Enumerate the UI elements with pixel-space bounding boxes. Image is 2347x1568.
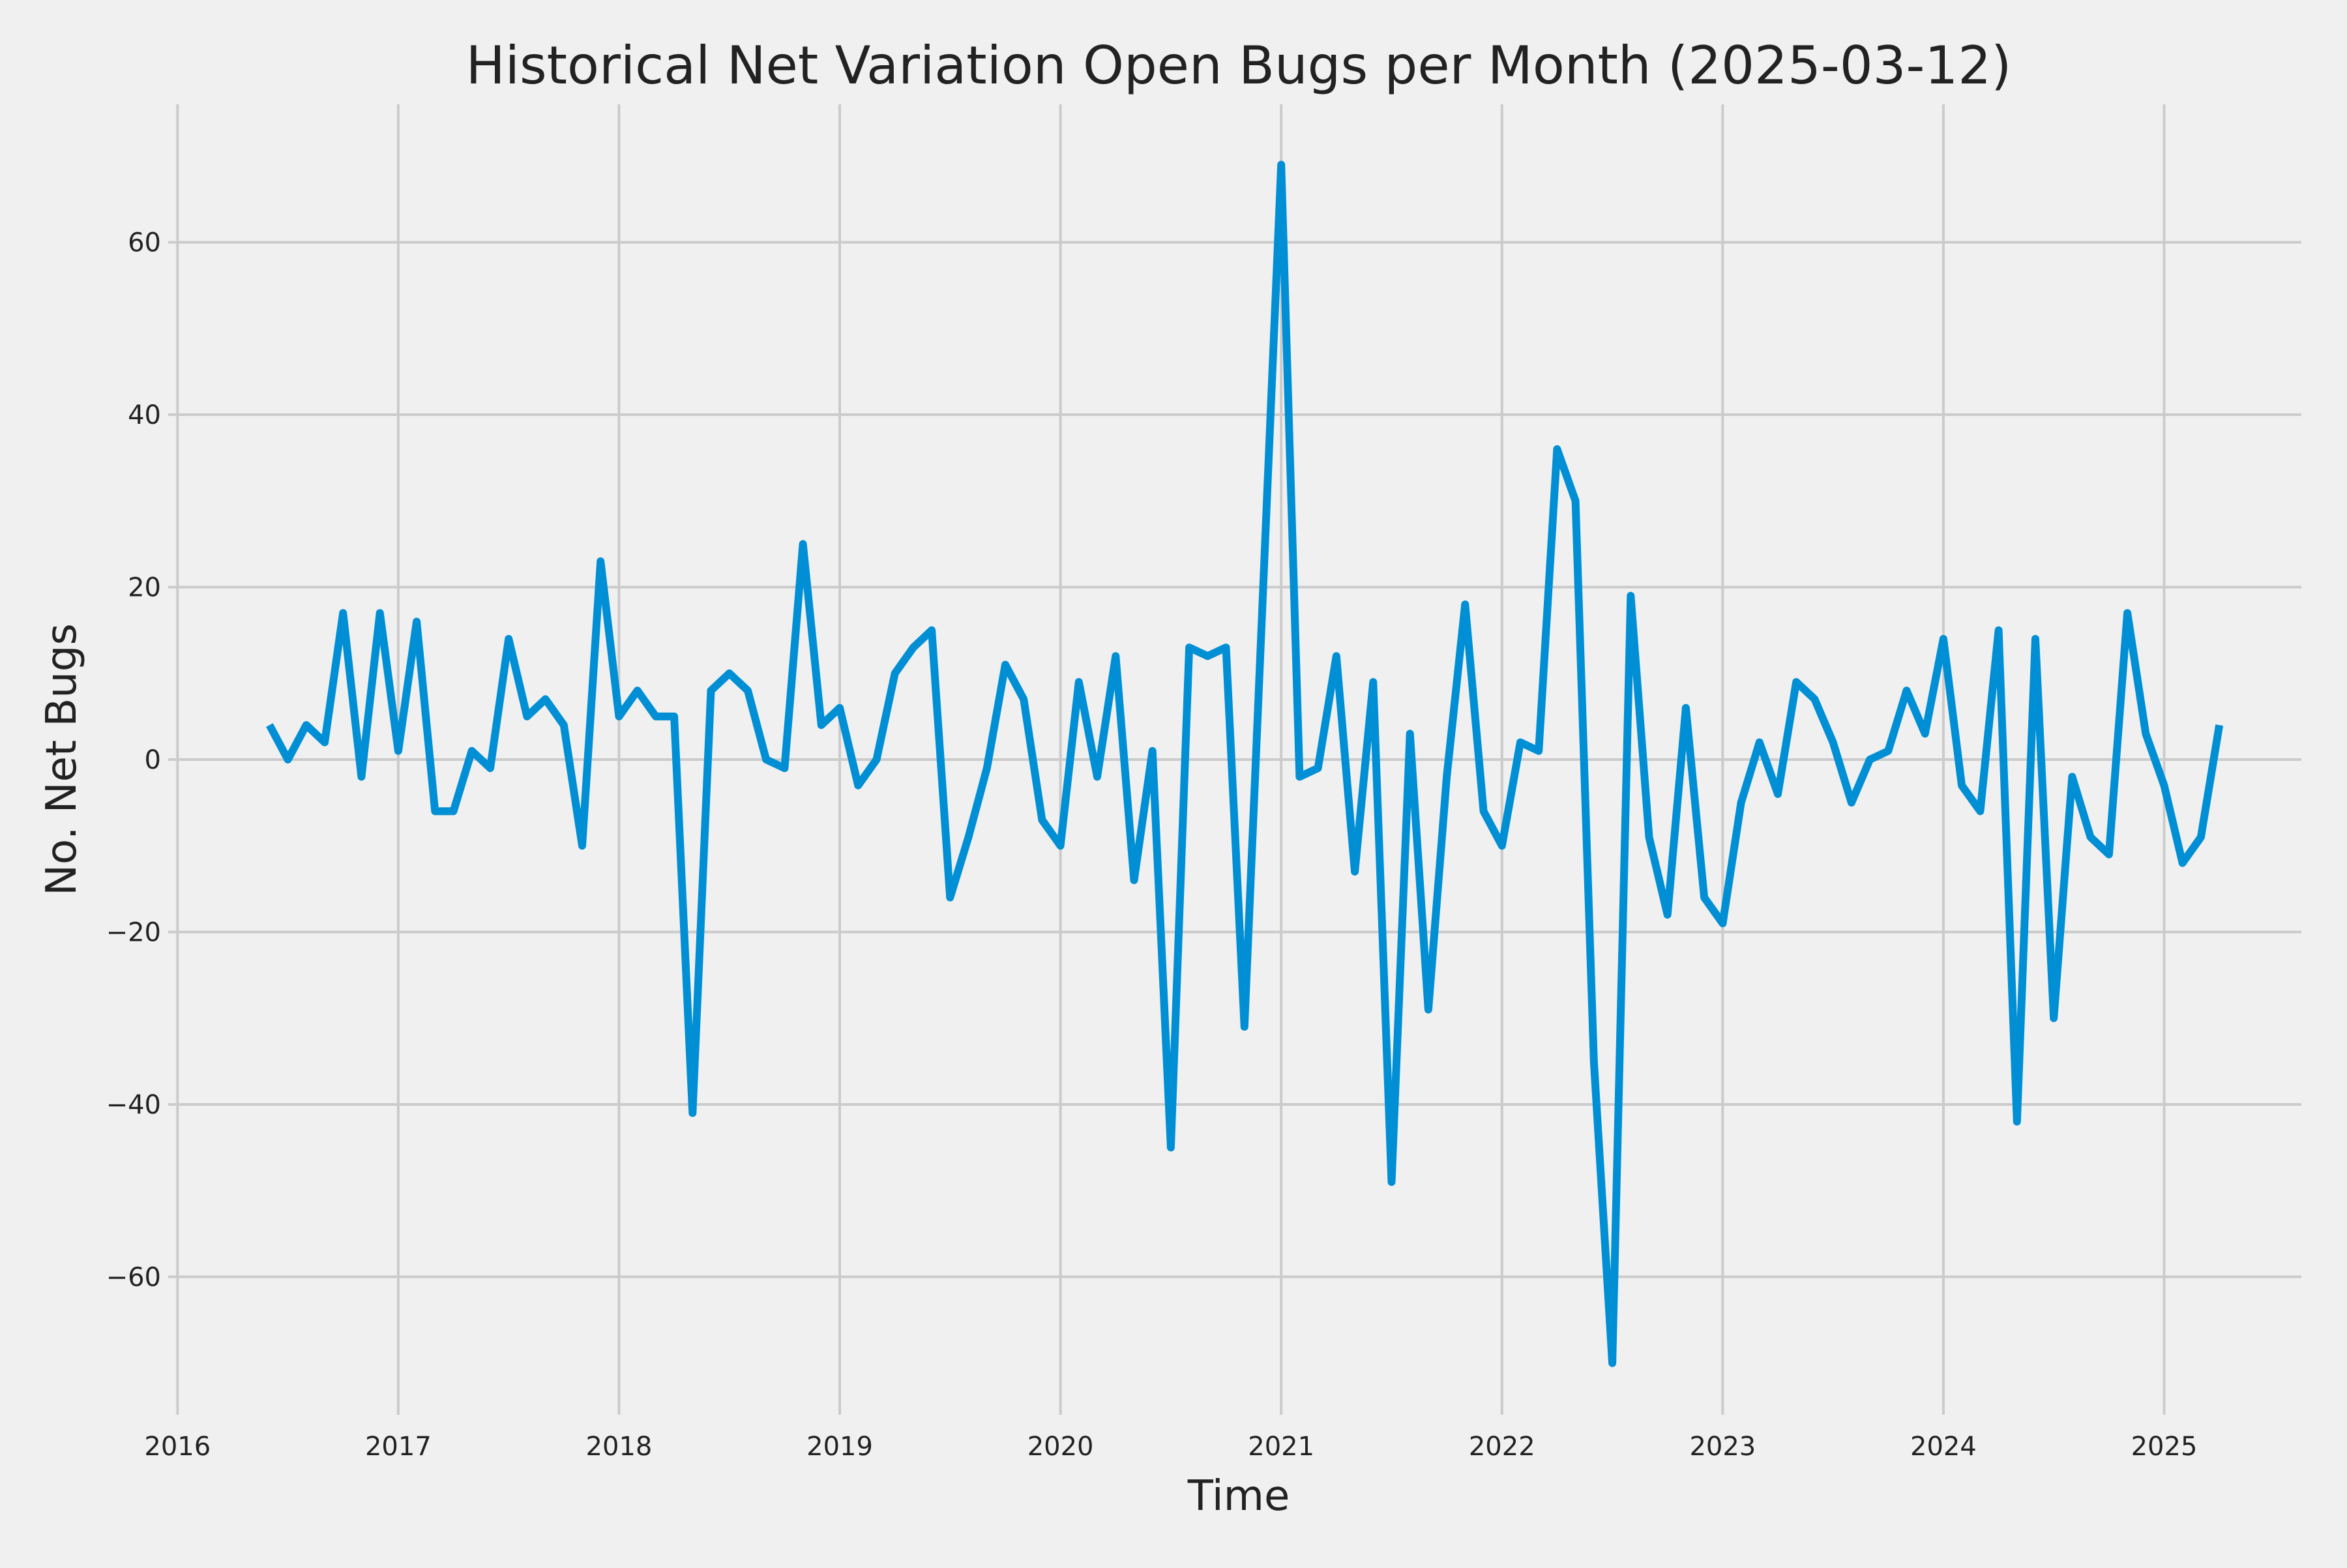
x-tick-label: 2024: [1910, 1432, 1977, 1462]
x-tick-labels: 2016 2017 2018 2019 2020 2021 2022 2023 2024 2025: [144, 1432, 2197, 1462]
y-axis-label: No. Net Bugs: [38, 623, 86, 896]
y-tick-label: 40: [128, 400, 161, 430]
y-tick-labels: −60 −40 −20 0 20 40 60: [106, 228, 161, 1293]
series-line: [266, 160, 2224, 1367]
y-tick-label: −40: [106, 1090, 161, 1120]
y-tick-label: −60: [106, 1262, 161, 1292]
x-tick-label: 2016: [144, 1432, 211, 1462]
x-tick-label: 2018: [586, 1432, 653, 1462]
y-tick-label: −20: [106, 917, 161, 947]
x-tick-label: 2017: [365, 1432, 432, 1462]
x-tick-label: 2022: [1469, 1432, 1535, 1462]
x-tick-label: 2020: [1027, 1432, 1094, 1462]
x-tick-label: 2021: [1248, 1432, 1314, 1462]
chart-title: Historical Net Variation Open Bugs per M…: [466, 35, 2012, 96]
x-tick-label: 2019: [806, 1432, 873, 1462]
x-tick-label: 2025: [2131, 1432, 2198, 1462]
x-axis-label: Time: [1187, 1472, 1290, 1520]
series-layer: [266, 160, 2224, 1367]
y-tick-label: 60: [128, 228, 161, 258]
x-tick-label: 2023: [1689, 1432, 1756, 1462]
y-tick-label: 20: [128, 573, 161, 603]
y-tick-label: 0: [145, 745, 161, 775]
